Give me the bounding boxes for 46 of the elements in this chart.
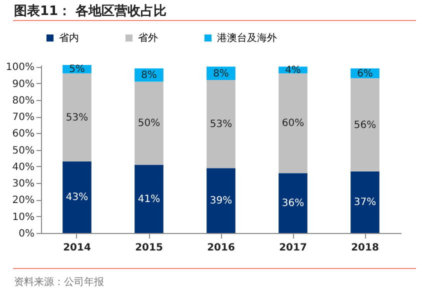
data-label: 60% xyxy=(282,118,304,130)
data-label: 50% xyxy=(138,118,160,130)
data-label: 8% xyxy=(141,70,157,81)
bar xyxy=(62,73,92,162)
data-label: 36% xyxy=(282,198,304,210)
y-tick-label: 30% xyxy=(12,178,34,190)
y-tick-label: 60% xyxy=(12,128,34,140)
y-tick-label: 10% xyxy=(12,212,34,223)
y-tick-label: 0% xyxy=(18,228,34,240)
bar xyxy=(134,164,164,233)
data-label: 8% xyxy=(213,68,229,80)
x-tick-label: 2016 xyxy=(207,242,235,254)
text: 资料来源：公司年报 xyxy=(14,276,104,289)
data-label: 56% xyxy=(354,120,376,131)
data-label: 53% xyxy=(210,119,232,130)
bar xyxy=(134,82,164,165)
bar xyxy=(350,171,380,233)
x-tick-label: 2018 xyxy=(351,242,379,254)
legend-label: 省内 xyxy=(59,32,79,44)
y-tick-label: 20% xyxy=(12,195,34,206)
y-tick-label: 50% xyxy=(12,145,34,156)
x-tick-label: 2014 xyxy=(63,242,91,254)
legend-label: 省外 xyxy=(138,32,158,44)
data-label: 39% xyxy=(210,196,232,207)
data-label: 41% xyxy=(138,194,160,205)
bar xyxy=(62,161,92,233)
data-label: 37% xyxy=(354,197,376,208)
bar xyxy=(206,168,236,233)
bar xyxy=(278,73,308,174)
data-label: 5% xyxy=(69,64,85,76)
bar xyxy=(206,80,236,168)
chart-title: 图表11： 各地区营收占比 xyxy=(14,3,167,20)
legend-label: 港澳台及海外 xyxy=(217,32,277,44)
y-tick-label: 40% xyxy=(12,162,34,173)
y-tick-label: 80% xyxy=(12,95,34,106)
y-tick-label: 70% xyxy=(12,112,34,124)
y-tick-label: 100% xyxy=(6,62,34,74)
data-label: 43% xyxy=(66,192,88,204)
x-tick-label: 2017 xyxy=(279,242,307,254)
data-label: 53% xyxy=(66,112,88,124)
x-tick-label: 2015 xyxy=(135,242,163,254)
bar xyxy=(350,78,380,172)
y-tick-label: 90% xyxy=(12,78,34,90)
data-label: 6% xyxy=(357,68,373,80)
bar xyxy=(278,173,308,233)
data-label: 4% xyxy=(285,64,301,76)
